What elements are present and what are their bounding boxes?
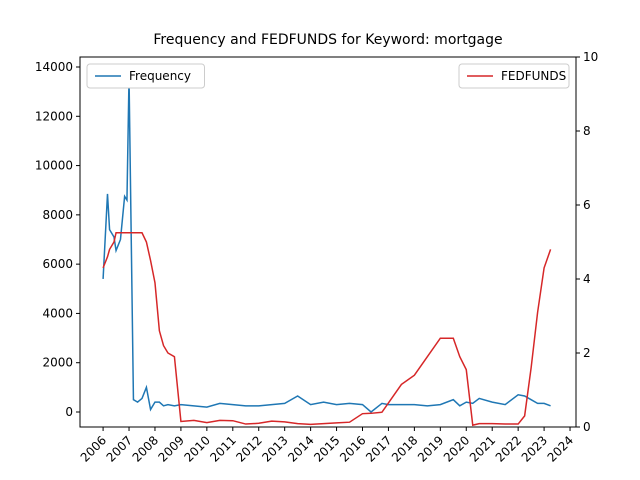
x-tick-label: 2022: [493, 433, 524, 464]
legend-label: Frequency: [129, 69, 191, 83]
x-tick-label: 2024: [545, 433, 576, 464]
y-tick-label: 0: [65, 405, 73, 419]
y2-tick-label: 10: [583, 50, 598, 64]
x-tick-label: 2016: [337, 433, 368, 464]
line-series: [102, 76, 551, 413]
x-tick-label: 2007: [104, 433, 135, 464]
chart-title: Frequency and FEDFUNDS for Keyword: mort…: [153, 32, 502, 48]
y2-tick-label: 8: [583, 124, 591, 138]
x-tick-label: 2014: [285, 433, 316, 464]
y2-tick-label: 4: [583, 272, 591, 286]
x-tick-label: 2021: [467, 433, 498, 464]
y-tick-label: 8000: [42, 208, 73, 222]
x-tick-label: 2015: [311, 433, 342, 464]
x-tick-label: 2020: [441, 433, 472, 464]
x-tick-label: 2019: [415, 433, 446, 464]
y-tick-label: 6000: [42, 257, 73, 271]
legend-label: FEDFUNDS: [501, 69, 566, 83]
y-tick-label: 14000: [35, 60, 73, 74]
x-tick-label: 2011: [207, 433, 238, 464]
legend-box: [86, 63, 205, 89]
y-tick-label: 12000: [35, 109, 73, 123]
x-tick-label: 2023: [519, 433, 550, 464]
y2-tick-label: 0: [583, 420, 591, 434]
x-tick-label: 2018: [389, 433, 420, 464]
y2-tick-label: 6: [583, 198, 591, 212]
x-tick-label: 2012: [233, 433, 264, 464]
y-tick-label: 10000: [35, 159, 73, 173]
y-tick-label: 2000: [42, 356, 73, 370]
legend-box: [458, 63, 570, 89]
x-tick-label: 2009: [156, 433, 187, 464]
x-tick-label: 2010: [181, 433, 212, 464]
x-tick-label: 2006: [78, 433, 109, 464]
x-tick-label: 2008: [130, 433, 161, 464]
y2-tick-label: 2: [583, 346, 591, 360]
y-tick-label: 4000: [42, 306, 73, 320]
x-tick-label: 2013: [259, 433, 290, 464]
line-series: [102, 232, 552, 427]
plot-frame: [79, 56, 577, 428]
x-tick-label: 2017: [363, 433, 394, 464]
